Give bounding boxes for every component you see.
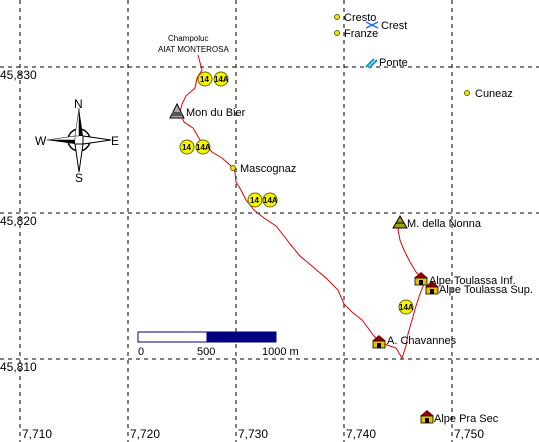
compass-n: N xyxy=(74,97,83,111)
place-label: Cresto xyxy=(344,12,376,24)
cresto-marker: Cresto xyxy=(334,12,376,24)
svg-text:14A: 14A xyxy=(399,303,414,312)
lon-label: 7,720 xyxy=(130,427,160,441)
summit-icon xyxy=(392,215,408,229)
bridge-icon xyxy=(365,58,378,69)
scale-label: 500 xyxy=(197,346,215,358)
svg-text:14A: 14A xyxy=(196,143,211,152)
crest-marker: Crest xyxy=(365,20,407,32)
mon-du-bier-marker: Mon du Bier xyxy=(169,102,246,119)
compass-w: W xyxy=(35,134,47,148)
lat-labels: 45,830 45,820 45,810 xyxy=(0,68,37,374)
scale-label: 0 xyxy=(138,346,144,358)
scale-label: 1000 m xyxy=(262,346,299,358)
trail-badge-14a: 14A xyxy=(262,192,278,208)
village-dot-icon xyxy=(334,14,340,20)
place-label: Ponte xyxy=(379,57,408,69)
scale-bar: 0 500 1000 m xyxy=(137,331,299,358)
cable-car-icon xyxy=(365,21,379,29)
lat-label: 45,820 xyxy=(0,214,37,228)
trail-badge-14: 14 xyxy=(247,192,263,208)
place-label: Mon du Bier xyxy=(186,107,246,119)
compass-s: S xyxy=(75,171,83,185)
hut-icon xyxy=(420,410,434,424)
toulassa-sup-marker: Alpe Toulassa Sup. xyxy=(425,281,533,296)
place-label: Alpe Toulassa Sup. xyxy=(439,284,533,296)
chavannes-marker: A. Chavannes xyxy=(372,335,457,349)
svg-text:Champoluc: Champoluc xyxy=(168,34,208,43)
champoluc-label: Champoluc AIAT MONTEROSA xyxy=(158,34,229,54)
hut-icon xyxy=(372,335,386,349)
village-dot-icon xyxy=(230,165,236,171)
place-label: Alpe Pra Sec xyxy=(434,413,499,425)
svg-text:14A: 14A xyxy=(214,75,229,84)
lon-label: 7,730 xyxy=(238,427,268,441)
village-dot-icon xyxy=(464,90,470,96)
lat-label: 45,830 xyxy=(0,68,37,82)
trail-badge-14a: 14A xyxy=(398,299,414,315)
trail-badge-14a: 14A xyxy=(195,139,211,155)
lon-labels: 7,710 7,720 7,730 7,740 7,750 xyxy=(22,427,484,441)
place-label: Mascognaz xyxy=(240,163,296,175)
lon-label: 7,740 xyxy=(346,427,376,441)
trail-badge-14: 14 xyxy=(179,139,195,155)
place-label: Crest xyxy=(381,20,407,32)
hut-icon xyxy=(414,272,428,286)
trail-badge-14a: 14A xyxy=(213,71,229,87)
lat-label: 45,810 xyxy=(0,360,37,374)
mascognaz-marker: Mascognaz xyxy=(230,163,296,175)
toulassa-inf-marker: Alpe Toulassa Inf. xyxy=(414,272,516,287)
ponte-marker: Ponte xyxy=(365,57,408,69)
compass-rose-icon: N S E W xyxy=(35,97,119,185)
lon-label: 7,710 xyxy=(22,427,52,441)
summit-icon xyxy=(169,102,185,119)
svg-text:14A: 14A xyxy=(263,196,278,205)
place-label: Alpe Toulassa Inf. xyxy=(429,275,516,287)
trail-badge-14: 14 xyxy=(197,71,213,87)
svg-text:AIAT MONTEROSA: AIAT MONTEROSA xyxy=(158,45,229,54)
m-della-nonna-marker: M. della Nonna xyxy=(392,215,482,230)
place-label: Cuneaz xyxy=(475,88,513,100)
compass-e: E xyxy=(111,134,119,148)
place-label: Franze xyxy=(344,28,378,40)
svg-text:14: 14 xyxy=(200,75,209,84)
hut-icon xyxy=(425,281,439,295)
svg-text:14: 14 xyxy=(182,143,191,152)
village-dot-icon xyxy=(334,30,340,36)
hiking-route xyxy=(179,54,429,360)
franze-marker: Franze xyxy=(334,28,378,40)
svg-text:14: 14 xyxy=(250,196,259,205)
cuneaz-marker: Cuneaz xyxy=(464,88,513,100)
place-label: M. della Nonna xyxy=(407,218,482,230)
place-label: A. Chavannes xyxy=(387,335,457,347)
lon-label: 7,750 xyxy=(454,427,484,441)
pra-sec-marker: Alpe Pra Sec xyxy=(420,410,499,425)
